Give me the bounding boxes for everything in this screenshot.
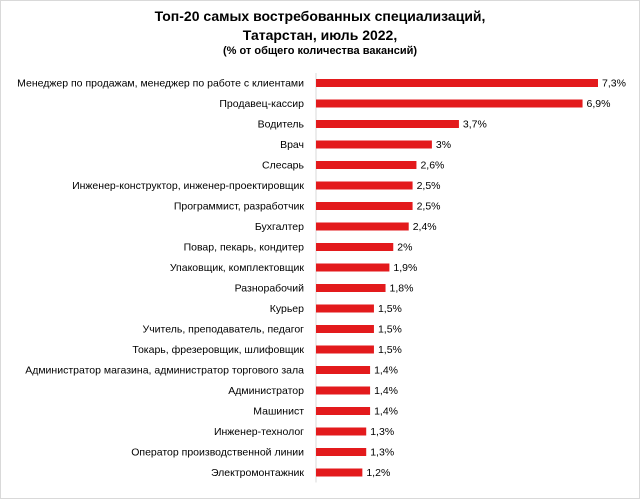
bar xyxy=(316,325,374,333)
bar xyxy=(316,284,386,292)
bar xyxy=(316,202,413,210)
data-label: 1,3% xyxy=(370,447,394,459)
category-label: Упаковщик, комплектовщик xyxy=(170,262,305,274)
data-label: 3,7% xyxy=(463,119,487,131)
bar xyxy=(316,366,371,374)
data-label: 1,5% xyxy=(378,303,402,315)
bar xyxy=(316,448,367,456)
category-label: Слесарь xyxy=(262,160,304,172)
category-label: Машинист xyxy=(253,406,304,418)
data-label: 2,4% xyxy=(413,221,437,233)
chart-note: (% от общего количества вакансий) xyxy=(222,45,418,57)
bar xyxy=(316,181,413,190)
category-label: Администратор магазина, администратор то… xyxy=(25,365,304,377)
category-label: Менеджер по продажам, менеджер по работе… xyxy=(17,78,304,90)
category-label: Разнорабочий xyxy=(235,283,304,295)
category-label: Учитель, преподаватель, педагог xyxy=(143,324,305,336)
category-label: Токарь, фрезеровщик, шлифовщик xyxy=(132,344,304,356)
bar xyxy=(316,468,363,477)
bar xyxy=(316,222,409,231)
data-label: 1,4% xyxy=(374,385,398,397)
category-label: Продавец-кассир xyxy=(219,98,304,110)
data-label: 1,2% xyxy=(366,467,390,479)
data-label: 2% xyxy=(397,242,412,254)
category-label: Программист, разработчик xyxy=(174,201,305,213)
data-label: 1,8% xyxy=(390,283,414,295)
category-label: Оператор производственной линии xyxy=(131,447,304,459)
bar xyxy=(316,161,417,169)
category-label: Водитель xyxy=(258,119,305,131)
category-label: Администратор xyxy=(228,385,304,397)
category-label: Врач xyxy=(280,139,304,151)
chart-title: Топ-20 самых востребованных специализаци… xyxy=(154,8,486,24)
data-label: 1,3% xyxy=(370,426,394,438)
data-label: 6,9% xyxy=(587,98,611,110)
bar xyxy=(316,243,394,251)
bar xyxy=(316,263,390,272)
chart-subtitle: Татарстан, июль 2022, xyxy=(242,27,398,43)
bar xyxy=(316,407,371,415)
data-label: 1,5% xyxy=(378,324,402,336)
category-label: Инженер-конструктор, инженер-проектировщ… xyxy=(72,180,304,192)
bar xyxy=(316,304,374,313)
bar xyxy=(316,99,583,108)
data-label: 1,4% xyxy=(374,365,398,377)
bar xyxy=(316,427,367,436)
data-label: 2,5% xyxy=(417,180,441,192)
bar xyxy=(316,345,374,354)
category-label: Инженер-технолог xyxy=(214,426,304,438)
bar xyxy=(316,140,432,149)
data-label: 2,5% xyxy=(417,201,441,213)
data-label: 1,5% xyxy=(378,344,402,356)
data-label: 1,4% xyxy=(374,406,398,418)
data-label: 1,9% xyxy=(393,262,417,274)
data-label: 3% xyxy=(436,139,451,151)
bar xyxy=(316,120,459,128)
data-label: 2,6% xyxy=(420,160,444,172)
bar xyxy=(316,79,598,87)
category-label: Бухгалтер xyxy=(255,221,304,233)
category-label: Повар, пекарь, кондитер xyxy=(184,242,305,254)
data-label: 7,3% xyxy=(602,78,626,90)
category-label: Курьер xyxy=(270,303,304,315)
category-label: Электромонтажник xyxy=(211,467,304,479)
bar xyxy=(316,386,371,395)
